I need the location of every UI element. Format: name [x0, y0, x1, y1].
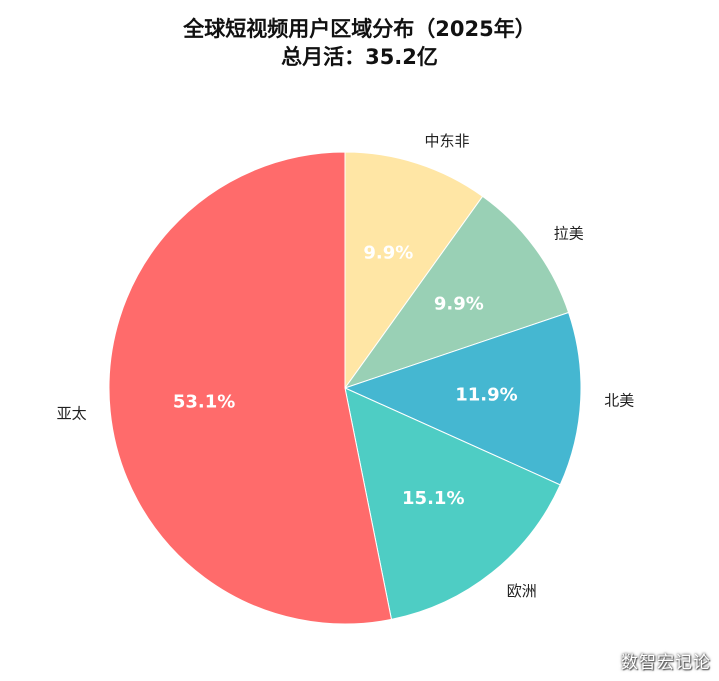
pie-pct-label-2: 9.9% [434, 293, 484, 314]
chart-subtitle: 总月活：35.2亿 [281, 45, 438, 69]
pie-category-label-2: 拉美 [554, 225, 584, 243]
pie-slice-5 [108, 151, 393, 625]
pie-pct-label-4: 15.1% [402, 488, 464, 509]
pie-category-label-5: 亚太 [57, 405, 87, 423]
pie-category-label-4: 欧洲 [507, 582, 537, 600]
chart-title: 全球短视频用户区域分布（2025年） [183, 17, 536, 41]
pie-slice-4 [344, 387, 561, 620]
pie-slice-2 [343, 195, 570, 389]
pie-pct-label-5: 53.1% [173, 392, 235, 413]
pie-category-label-1: 中东非 [425, 132, 470, 150]
pie-slice-1 [344, 151, 484, 390]
watermark: 数智宏记论 [621, 653, 711, 673]
pie-pct-label-1: 9.9% [363, 243, 413, 264]
pie-category-label-3: 北美 [604, 392, 634, 410]
pie-slice-3 [343, 311, 582, 486]
pie-pct-label-3: 11.9% [455, 384, 517, 405]
